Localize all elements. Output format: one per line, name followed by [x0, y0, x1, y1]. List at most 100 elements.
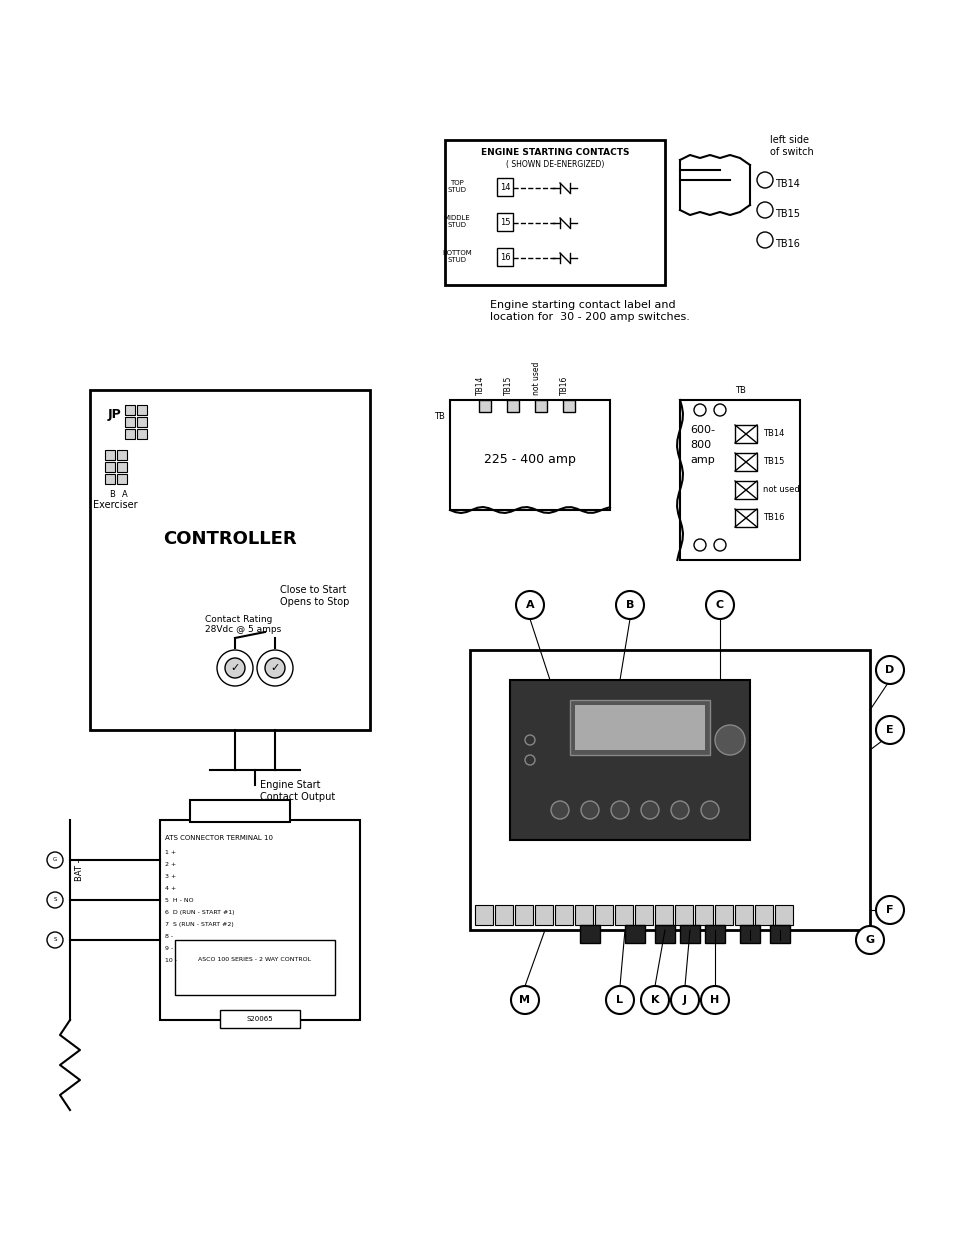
Bar — [137, 417, 147, 427]
Text: TB16: TB16 — [762, 514, 783, 522]
Bar — [105, 450, 115, 459]
Text: left side: left side — [769, 135, 808, 144]
Circle shape — [757, 203, 772, 219]
Bar — [769, 925, 789, 944]
Bar — [90, 390, 370, 730]
Circle shape — [605, 986, 634, 1014]
Circle shape — [855, 926, 883, 953]
Text: S20065: S20065 — [247, 1016, 273, 1023]
Bar — [740, 925, 760, 944]
Bar — [655, 905, 672, 925]
Text: K: K — [650, 995, 659, 1005]
Bar — [774, 905, 792, 925]
Bar — [635, 905, 652, 925]
Bar — [117, 474, 127, 484]
Bar — [497, 212, 513, 231]
Bar — [695, 905, 712, 925]
Text: 14: 14 — [499, 183, 510, 191]
Bar — [535, 905, 553, 925]
Circle shape — [616, 592, 643, 619]
Bar — [655, 925, 675, 944]
Circle shape — [700, 986, 728, 1014]
Bar — [734, 425, 757, 443]
Bar — [450, 400, 609, 510]
Text: ✓: ✓ — [270, 663, 279, 673]
Bar — [497, 178, 513, 196]
Text: 10 -: 10 - — [165, 958, 177, 963]
Text: TB: TB — [734, 387, 744, 395]
Text: Engine Start
Contact Output: Engine Start Contact Output — [260, 781, 335, 802]
Text: TB14: TB14 — [774, 179, 799, 189]
Bar — [575, 905, 593, 925]
Text: CONTROLLER: CONTROLLER — [163, 530, 296, 548]
Circle shape — [700, 802, 719, 819]
Text: 5  H - NO: 5 H - NO — [165, 898, 193, 903]
Text: S: S — [53, 937, 56, 942]
Bar — [575, 705, 704, 750]
Text: amp: amp — [689, 454, 714, 466]
Circle shape — [511, 986, 538, 1014]
Text: Engine starting contact label and
location for  30 - 200 amp switches.: Engine starting contact label and locati… — [490, 300, 689, 321]
Bar — [475, 905, 493, 925]
Bar — [220, 1010, 299, 1028]
Text: TB: TB — [434, 412, 444, 421]
Circle shape — [875, 656, 903, 684]
Text: A: A — [122, 490, 128, 499]
Bar — [734, 480, 757, 499]
Bar — [497, 248, 513, 266]
Circle shape — [714, 725, 744, 755]
Text: 3 +: 3 + — [165, 874, 176, 879]
Bar — [470, 650, 869, 930]
Text: F: F — [885, 905, 893, 915]
Bar — [615, 905, 633, 925]
Circle shape — [757, 172, 772, 188]
Bar — [579, 925, 599, 944]
Circle shape — [225, 658, 245, 678]
Text: TB16: TB16 — [559, 375, 568, 395]
Text: 800: 800 — [689, 440, 710, 450]
Text: 7  S (RUN - START #2): 7 S (RUN - START #2) — [165, 923, 233, 927]
Bar — [734, 509, 757, 527]
Circle shape — [705, 592, 733, 619]
Text: TOP
STUD: TOP STUD — [447, 180, 466, 193]
Bar — [734, 453, 757, 471]
Bar — [515, 905, 533, 925]
Text: G: G — [864, 935, 874, 945]
Bar — [675, 905, 692, 925]
Bar — [125, 405, 135, 415]
Text: not used: not used — [762, 485, 799, 494]
Text: Exerciser: Exerciser — [92, 500, 137, 510]
Text: A: A — [525, 600, 534, 610]
Bar — [117, 462, 127, 472]
Text: ( SHOWN DE-ENERGIZED): ( SHOWN DE-ENERGIZED) — [505, 161, 603, 169]
Circle shape — [256, 650, 293, 685]
Text: MIDDLE
STUD: MIDDLE STUD — [443, 215, 470, 228]
Bar — [679, 925, 700, 944]
Circle shape — [47, 852, 63, 868]
Circle shape — [693, 404, 705, 416]
Text: S: S — [53, 898, 56, 903]
Text: 9 -: 9 - — [165, 946, 173, 951]
Circle shape — [640, 986, 668, 1014]
Text: 16: 16 — [499, 252, 510, 262]
Bar — [754, 905, 772, 925]
Text: M: M — [519, 995, 530, 1005]
Bar — [444, 140, 664, 285]
Bar — [478, 400, 491, 412]
Text: JP: JP — [108, 408, 122, 421]
Text: 1 +: 1 + — [165, 850, 176, 855]
Text: 600-: 600- — [689, 425, 714, 435]
Bar — [137, 405, 147, 415]
Circle shape — [610, 802, 628, 819]
Text: B: B — [625, 600, 634, 610]
Bar — [105, 474, 115, 484]
Circle shape — [516, 592, 543, 619]
Text: BOTTOM
STUD: BOTTOM STUD — [441, 249, 472, 263]
Text: B: B — [109, 490, 114, 499]
Text: 4 +: 4 + — [165, 885, 176, 890]
Bar — [105, 462, 115, 472]
Bar — [714, 905, 732, 925]
Circle shape — [216, 650, 253, 685]
Bar — [117, 450, 127, 459]
Bar — [137, 429, 147, 438]
